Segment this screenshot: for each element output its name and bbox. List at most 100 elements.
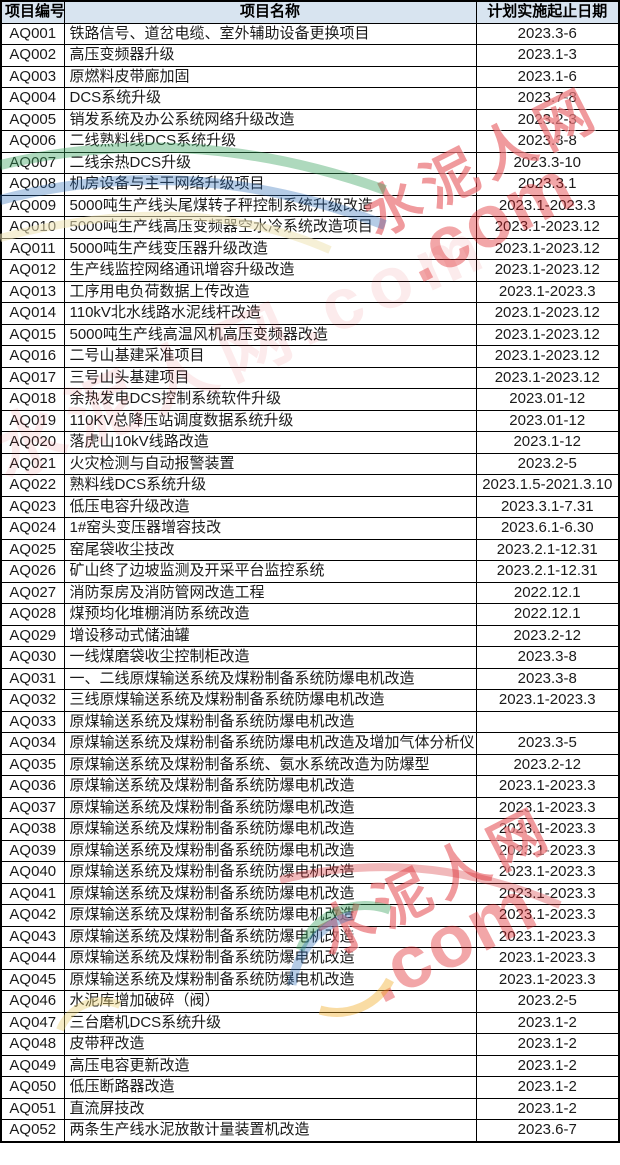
cell-dates: 2023.01-12 (475, 409, 620, 432)
cell-dates: 2023.1-2023.3 (475, 796, 620, 819)
cell-project-id: AQ023 (0, 495, 65, 518)
cell-project-id: AQ031 (0, 667, 65, 690)
table-row: AQ020 落虎山10kV线路改造 2023.1-12 (0, 431, 620, 454)
cell-project-name: 熟料线DCS系统升级 (63, 474, 477, 497)
table-row: AQ029 增设移动式储油罐 2023.2-12 (0, 624, 620, 647)
cell-project-name: 二线熟料线DCS系统升级 (63, 130, 477, 153)
cell-project-id: AQ022 (0, 474, 65, 497)
cell-dates: 2023.1-2023.3 (475, 861, 620, 884)
table-row: AQ051 直流屏技改 2023.1-2 (0, 1097, 620, 1120)
cell-project-id: AQ046 (0, 990, 65, 1013)
cell-project-name: 原煤输送系统及煤粉制备系统防爆电机改造 (63, 947, 477, 970)
table-row: AQ016 二号山基建采准项目 2023.1-2023.12 (0, 345, 620, 368)
table-row: AQ022 熟料线DCS系统升级 2023.1.5-2021.3.10 (0, 474, 620, 497)
cell-project-name: 二号山基建采准项目 (63, 345, 477, 368)
cell-project-name: 原煤输送系统及煤粉制备系统防爆电机改造 (63, 882, 477, 905)
cell-dates: 2023.2.1-12.31 (475, 538, 620, 561)
cell-project-id: AQ012 (0, 259, 65, 282)
cell-dates: 2023.1-2023.3 (475, 818, 620, 841)
cell-project-id: AQ052 (0, 1119, 65, 1142)
cell-dates: 2023.6-7 (475, 1119, 620, 1142)
table-row: AQ035 原煤输送系统及煤粉制备系统、氨水系统改造为防爆型 2023.2-12 (0, 753, 620, 776)
cell-dates: 2023.3-8 (475, 646, 620, 669)
cell-project-name: 一线煤磨袋收尘控制柜改造 (63, 646, 477, 669)
cell-project-name: 5000吨生产线头尾煤转子秤控制系统升级改造 (63, 194, 477, 217)
cell-project-id: AQ003 (0, 65, 65, 88)
cell-project-id: AQ030 (0, 646, 65, 669)
table-row: AQ010 5000吨生产线高压变频器空水冷系统改造项目 2023.1-2023.1… (0, 216, 620, 239)
cell-dates: 2023.1-2023.12 (475, 366, 620, 389)
cell-project-name: 窑尾袋收尘技改 (63, 538, 477, 561)
table-row: AQ043 原煤输送系统及煤粉制备系统防爆电机改造 2023.1-2023.3 (0, 925, 620, 948)
table-row: AQ045 原煤输送系统及煤粉制备系统防爆电机改造 2023.1-2023.3 (0, 968, 620, 991)
cell-project-id: AQ020 (0, 431, 65, 454)
cell-project-name: 原燃料皮带廊加固 (63, 65, 477, 88)
cell-project-id: AQ019 (0, 409, 65, 432)
table-row: AQ050 低压断路器改造 2023.1-2 (0, 1076, 620, 1099)
cell-project-id: AQ006 (0, 130, 65, 153)
cell-project-name: DCS系统升级 (63, 87, 477, 110)
table-row: AQ030 一线煤磨袋收尘控制柜改造 2023.3-8 (0, 646, 620, 669)
cell-dates: 2023.3-8 (475, 667, 620, 690)
cell-project-id: AQ021 (0, 452, 65, 475)
cell-project-name: 三台磨机DCS系统升级 (63, 1011, 477, 1034)
cell-project-id: AQ044 (0, 947, 65, 970)
col-header-project-id: 项目编号 (0, 0, 65, 24)
col-header-dates: 计划实施起止日期 (475, 0, 620, 24)
cell-project-id: AQ016 (0, 345, 65, 368)
cell-project-name: 原煤输送系统及煤粉制备系统防爆电机改造 (63, 839, 477, 862)
cell-project-id: AQ042 (0, 904, 65, 927)
table-row: AQ002 高压变频器升级 2023.1-3 (0, 44, 620, 67)
cell-dates: 2023.1-2023.3 (475, 925, 620, 948)
cell-project-name: 原煤输送系统及煤粉制备系统防爆电机改造 (63, 796, 477, 819)
cell-dates: 2023.2-12 (475, 624, 620, 647)
cell-project-name: 原煤输送系统及煤粉制备系统防爆电机改造 (63, 710, 477, 733)
table-row: AQ042 原煤输送系统及煤粉制备系统防爆电机改造 2023.1-2023.3 (0, 904, 620, 927)
cell-dates: 2023.3-8 (475, 130, 620, 153)
cell-dates: 2023.1-2023.3 (475, 775, 620, 798)
cell-project-id: AQ048 (0, 1033, 65, 1056)
cell-project-name: 皮带秤改造 (63, 1033, 477, 1056)
cell-project-name: 110kV北水线路水泥线杆改造 (63, 302, 477, 325)
cell-project-name: 低压电容升级改造 (63, 495, 477, 518)
cell-dates: 2023.1-3 (475, 44, 620, 67)
cell-dates: 2023.1-12 (475, 431, 620, 454)
cell-project-name: 落虎山10kV线路改造 (63, 431, 477, 454)
cell-project-name: 低压断路器改造 (63, 1076, 477, 1099)
cell-project-name: 原煤输送系统及煤粉制备系统防爆电机改造 (63, 861, 477, 884)
table-row: AQ040 原煤输送系统及煤粉制备系统防爆电机改造 2023.1-2023.3 (0, 861, 620, 884)
cell-dates: 2023.2-5 (475, 452, 620, 475)
table-row: AQ044 原煤输送系统及煤粉制备系统防爆电机改造 2023.1-2023.3 (0, 947, 620, 970)
cell-project-name: 原煤输送系统及煤粉制备系统防爆电机改造及增加气体分析仪 (63, 732, 477, 755)
cell-dates: 2023.1-2023.12 (475, 302, 620, 325)
table-row: AQ017 三号山头基建项目 2023.1-2023.12 (0, 366, 620, 389)
cell-project-id: AQ015 (0, 323, 65, 346)
cell-project-id: AQ018 (0, 388, 65, 411)
table-row: AQ048 皮带秤改造 2023.1-2 (0, 1033, 620, 1056)
cell-dates: 2023.1-2023.12 (475, 216, 620, 239)
table-row: AQ031 一、二线原煤输送系统及煤粉制备系统防爆电机改造 2023.3-8 (0, 667, 620, 690)
cell-dates: 2023.1-2023.3 (475, 947, 620, 970)
table-row: AQ023 低压电容升级改造 2023.3.1-7.31 (0, 495, 620, 518)
cell-project-id: AQ033 (0, 710, 65, 733)
cell-project-id: AQ017 (0, 366, 65, 389)
table-row: AQ024 1#窑头变压器增容技改 2023.6.1-6.30 (0, 517, 620, 540)
cell-project-name: 生产线监控网络通讯增容升级改造 (63, 259, 477, 282)
cell-project-name: 原煤输送系统及煤粉制备系统、氨水系统改造为防爆型 (63, 753, 477, 776)
cell-project-name: 余热发电DCS控制系统软件升级 (63, 388, 477, 411)
table-row: AQ021 火灾检测与自动报警装置 2023.2-5 (0, 452, 620, 475)
cell-project-id: AQ002 (0, 44, 65, 67)
cell-project-id: AQ004 (0, 87, 65, 110)
cell-dates: 2023.2-5 (475, 990, 620, 1013)
cell-project-name: 矿山终了边坡监测及开采平台监控系统 (63, 560, 477, 583)
cell-project-id: AQ041 (0, 882, 65, 905)
table-row: AQ018 余热发电DCS控制系统软件升级 2023.01-12 (0, 388, 620, 411)
table-row: AQ012 生产线监控网络通讯增容升级改造 2023.1-2023.12 (0, 259, 620, 282)
cell-project-name: 原煤输送系统及煤粉制备系统防爆电机改造 (63, 904, 477, 927)
table-row: AQ009 5000吨生产线头尾煤转子秤控制系统升级改造 2023.1-2023.3 (0, 194, 620, 217)
cell-dates: 2023.1-2023.12 (475, 345, 620, 368)
table-row: AQ033 原煤输送系统及煤粉制备系统防爆电机改造 (0, 710, 620, 733)
table-row: AQ015 5000吨生产线高温风机高压变频器改造 2023.1-2023.12 (0, 323, 620, 346)
cell-project-id: AQ035 (0, 753, 65, 776)
